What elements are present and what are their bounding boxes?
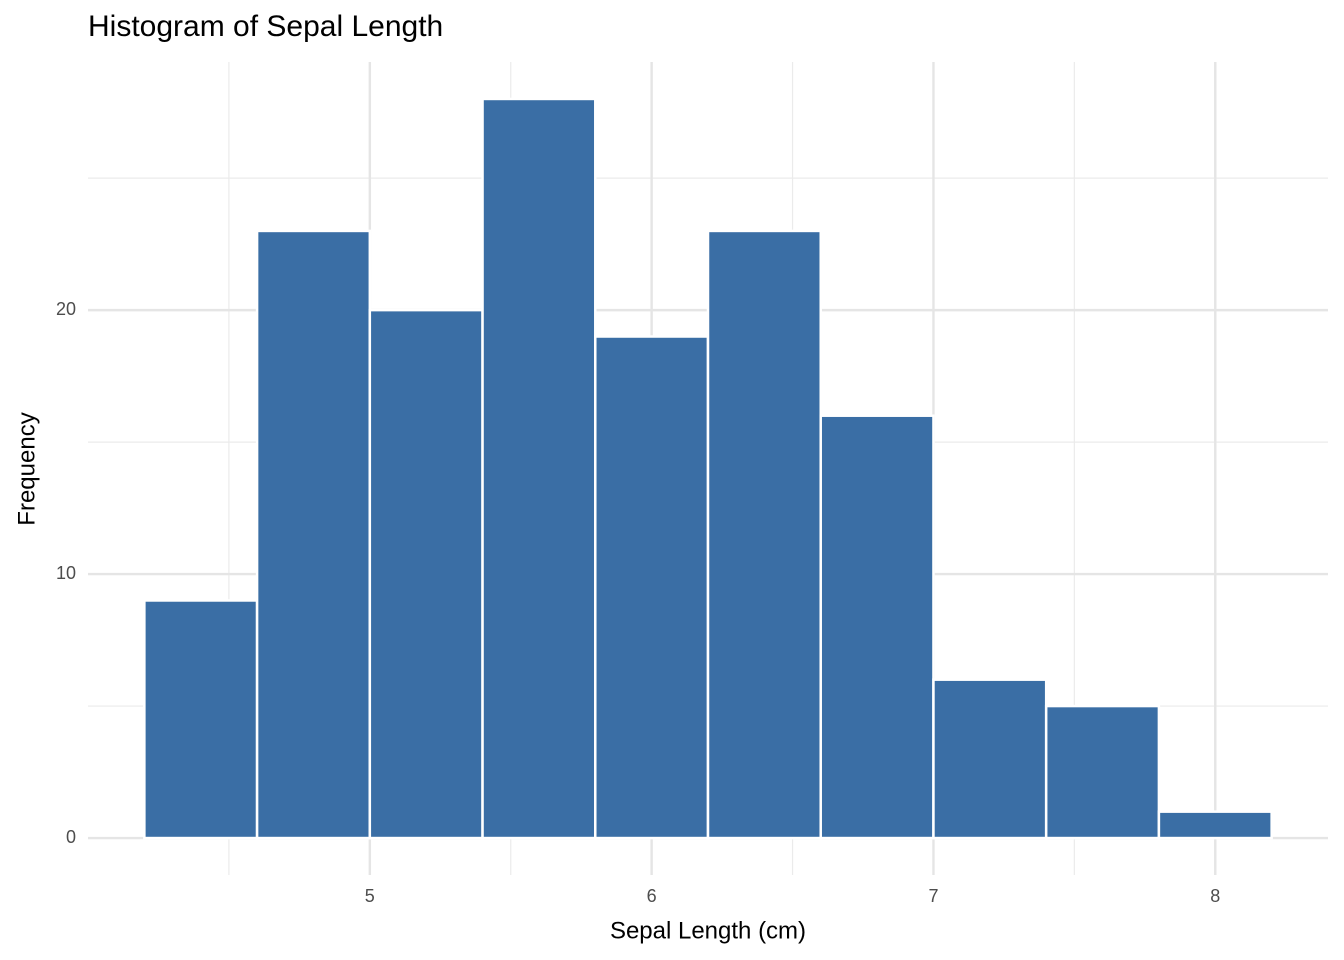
y-tick-label: 0 bbox=[66, 827, 76, 847]
y-tick-label: 10 bbox=[56, 563, 76, 583]
bar bbox=[594, 335, 710, 840]
bar bbox=[932, 678, 1048, 840]
bar bbox=[706, 229, 822, 840]
chart-title: Histogram of Sepal Length bbox=[88, 10, 443, 43]
x-axis-title: Sepal Length (cm) bbox=[610, 917, 806, 944]
x-tick-label: 6 bbox=[647, 886, 657, 906]
bar bbox=[1044, 704, 1161, 840]
bar bbox=[255, 229, 372, 840]
bar bbox=[368, 308, 484, 840]
x-tick-label: 7 bbox=[928, 886, 938, 906]
y-axis-title: Frequency bbox=[13, 412, 40, 525]
x-tick-label: 8 bbox=[1210, 886, 1220, 906]
bar bbox=[143, 599, 259, 840]
x-tick-label: 5 bbox=[365, 886, 375, 906]
bar bbox=[1157, 810, 1273, 840]
y-tick-label: 20 bbox=[56, 299, 76, 319]
bar bbox=[819, 414, 935, 840]
bar bbox=[481, 97, 597, 840]
